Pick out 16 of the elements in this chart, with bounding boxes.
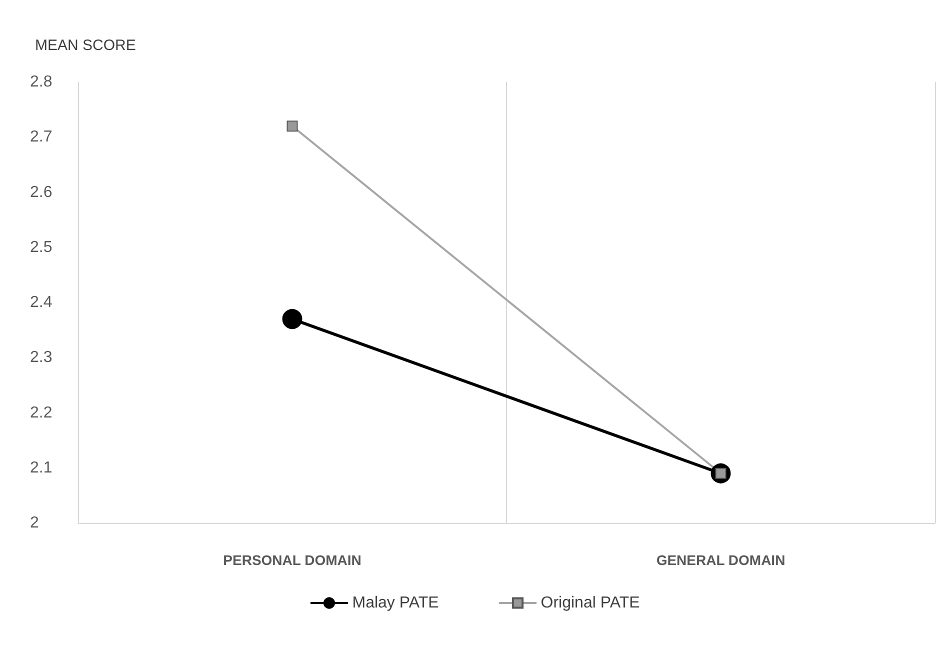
- y-tick-label: 2.4: [30, 294, 52, 311]
- legend-label: Malay PATE: [352, 594, 439, 612]
- y-tick-label: 2.5: [30, 238, 52, 256]
- x-tick-label: GENERAL DOMAIN: [656, 552, 786, 568]
- y-axis-title: MEAN SCORE: [35, 37, 136, 54]
- legend-label: Original PATE: [540, 594, 640, 612]
- point: [282, 309, 302, 330]
- y-tick-label: 2.7: [30, 128, 52, 146]
- y-tick-label: 2.3: [30, 349, 52, 366]
- point: [286, 120, 298, 132]
- y-tick-label: 2.8: [30, 74, 52, 90]
- y-tick-label: 2.2: [30, 404, 52, 422]
- y-tick-label: 2.6: [30, 184, 52, 201]
- x-tick-label: PERSONAL DOMAIN: [223, 552, 362, 568]
- y-tick-label: 2: [30, 514, 39, 532]
- y-tick-label: 2.1: [30, 459, 52, 476]
